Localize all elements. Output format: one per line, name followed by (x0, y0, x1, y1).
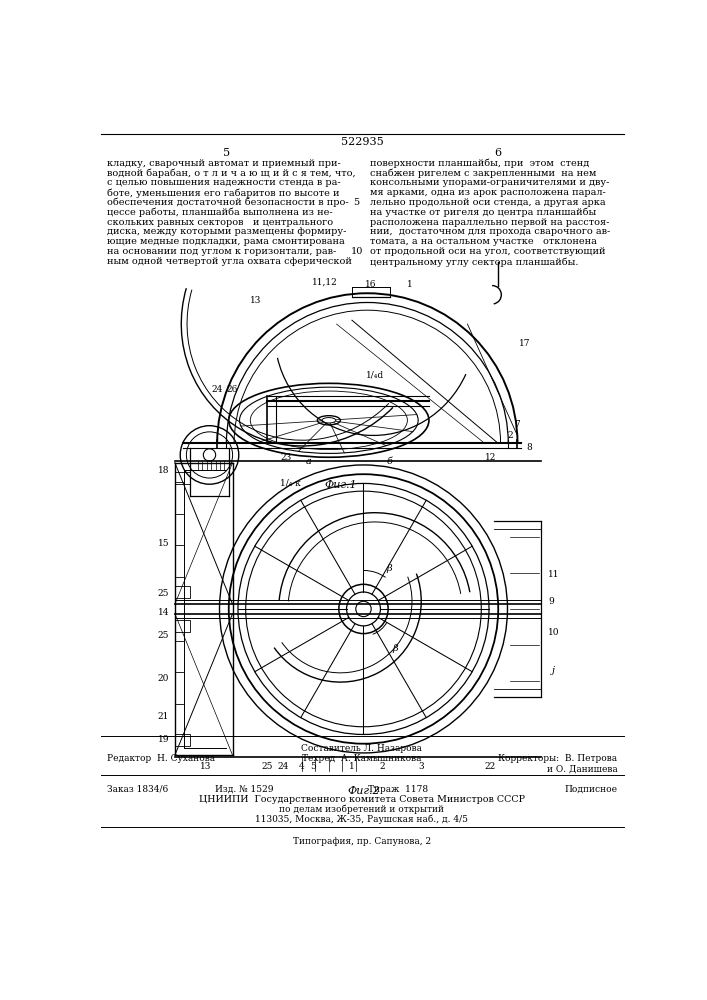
Text: 8: 8 (526, 443, 532, 452)
Text: 14: 14 (158, 608, 169, 617)
Text: на основании под углом к горизонтали, рав-: на основании под углом к горизонтали, ра… (107, 247, 337, 256)
Text: Фиг.1: Фиг.1 (324, 480, 357, 490)
Text: Составитель Л. Назарова: Составитель Л. Назарова (301, 744, 423, 753)
Text: a: a (305, 457, 312, 466)
Text: 15: 15 (158, 539, 169, 548)
Text: 12: 12 (485, 453, 496, 462)
Text: Редактор  Н. Суханова: Редактор Н. Суханова (107, 754, 215, 763)
Text: 22: 22 (485, 762, 496, 771)
Text: 1: 1 (407, 280, 413, 289)
Text: 11,12: 11,12 (312, 277, 338, 286)
Text: снабжен ригелем с закрепленными  на нем: снабжен ригелем с закрепленными на нем (370, 168, 596, 178)
Text: 25: 25 (158, 589, 169, 598)
Text: 9: 9 (549, 597, 554, 606)
Text: кладку, сварочный автомат и приемный при-: кладку, сварочный автомат и приемный при… (107, 158, 341, 167)
Text: консольными упорами-ограничителями и дву-: консольными упорами-ограничителями и дву… (370, 178, 609, 187)
Text: расположена параллельно первой на расстоя-: расположена параллельно первой на рассто… (370, 218, 609, 227)
Text: 17: 17 (520, 339, 531, 348)
Text: Фиг.2: Фиг.2 (347, 786, 380, 796)
Bar (175, 586, 190, 598)
Text: 5: 5 (310, 762, 316, 771)
Text: 26: 26 (227, 385, 238, 394)
Text: Типография, пр. Сапунова, 2: Типография, пр. Сапунова, 2 (293, 837, 431, 846)
Text: ЦНИИПИ  Государственного комитета Совета Министров СССР: ЦНИИПИ Государственного комитета Совета … (199, 795, 525, 804)
Text: по делам изобретений и открытий: по делам изобретений и открытий (279, 805, 445, 814)
Text: Изд. № 1529: Изд. № 1529 (215, 785, 274, 794)
Text: 25: 25 (158, 631, 169, 640)
Text: 10: 10 (549, 628, 560, 637)
Text: 24: 24 (277, 762, 288, 771)
Text: 19: 19 (158, 735, 169, 744)
Text: β: β (393, 644, 398, 653)
Text: Тираж  1178: Тираж 1178 (368, 785, 428, 794)
Text: 11: 11 (549, 570, 560, 579)
Text: 24: 24 (211, 385, 223, 394)
Text: 13: 13 (200, 762, 211, 771)
Text: цессе работы, планшайба выполнена из не-: цессе работы, планшайба выполнена из не- (107, 208, 333, 217)
Bar (175, 734, 190, 746)
Text: 1/₄ к: 1/₄ к (280, 478, 300, 487)
Text: на участке от ригеля до центра планшайбы: на участке от ригеля до центра планшайбы (370, 208, 596, 217)
Text: 1/₄d: 1/₄d (366, 370, 384, 379)
Text: и О. Данишева: и О. Данишева (547, 764, 618, 773)
Bar (175, 472, 190, 484)
Text: 2: 2 (380, 762, 385, 771)
Text: 25: 25 (262, 762, 273, 771)
Text: 23: 23 (281, 453, 292, 462)
Text: ным одной четвертой угла охвата сферической: ным одной четвертой угла охвата сферичес… (107, 257, 352, 266)
Text: обеспечения достаточной безопасности в про-: обеспечения достаточной безопасности в п… (107, 198, 349, 207)
Text: от продольной оси на угол, соответствующий: от продольной оси на угол, соответствующ… (370, 247, 605, 256)
Text: 13: 13 (250, 296, 262, 305)
Text: б: б (387, 457, 392, 466)
Bar (175, 620, 190, 632)
Text: 6: 6 (495, 148, 502, 158)
Text: 16: 16 (366, 280, 377, 289)
Text: с целью повышения надежности стенда в ра-: с целью повышения надежности стенда в ра… (107, 178, 341, 187)
Text: боте, уменьшения его габаритов по высоте и: боте, уменьшения его габаритов по высоте… (107, 188, 339, 198)
Text: поверхности планшайбы, при  этом  стенд: поверхности планшайбы, при этом стенд (370, 158, 589, 168)
Text: 113035, Москва, Ж-35, Раушская наб., д. 4/5: 113035, Москва, Ж-35, Раушская наб., д. … (255, 815, 469, 824)
Text: лельно продольной оси стенда, а другая арка: лельно продольной оси стенда, а другая а… (370, 198, 605, 207)
Text: 5: 5 (354, 198, 360, 207)
Text: β: β (387, 564, 392, 573)
Text: центральному углу сектора планшайбы.: центральному углу сектора планшайбы. (370, 257, 578, 267)
Text: скольких равных секторов   и центрального: скольких равных секторов и центрального (107, 218, 333, 227)
Text: 10: 10 (351, 247, 363, 256)
Text: мя арками, одна из арок расположена парал-: мя арками, одна из арок расположена пара… (370, 188, 605, 197)
Text: ющие медные подкладки, рама смонтирована: ющие медные подкладки, рама смонтирована (107, 237, 345, 246)
Text: 18: 18 (158, 466, 169, 475)
Text: Заказ 1834/6: Заказ 1834/6 (107, 785, 168, 794)
Text: 2: 2 (507, 431, 513, 440)
Text: 5: 5 (223, 148, 230, 158)
Text: Корректоры:  В. Петрова: Корректоры: В. Петрова (498, 754, 618, 763)
Text: 3: 3 (419, 762, 424, 771)
Text: Подписное: Подписное (565, 785, 618, 794)
Text: нии,  достаточном для прохода сварочного ав-: нии, достаточном для прохода сварочного … (370, 227, 610, 236)
Text: 4: 4 (299, 762, 305, 771)
Text: диска, между которыми размещены формиру-: диска, между которыми размещены формиру- (107, 227, 346, 236)
Text: 7: 7 (515, 420, 520, 429)
Text: 1: 1 (349, 762, 355, 771)
Text: 21: 21 (158, 712, 169, 721)
Text: j: j (552, 666, 555, 675)
Text: 20: 20 (158, 674, 169, 683)
Text: водной барабан, о т л и ч а ю щ и й с я тем, что,: водной барабан, о т л и ч а ю щ и й с я … (107, 168, 356, 178)
Text: томата, а на остальном участке   отклонена: томата, а на остальном участке отклонена (370, 237, 597, 246)
Text: 522935: 522935 (341, 137, 383, 147)
Text: Техред  А. Камышникова: Техред А. Камышникова (302, 754, 421, 763)
